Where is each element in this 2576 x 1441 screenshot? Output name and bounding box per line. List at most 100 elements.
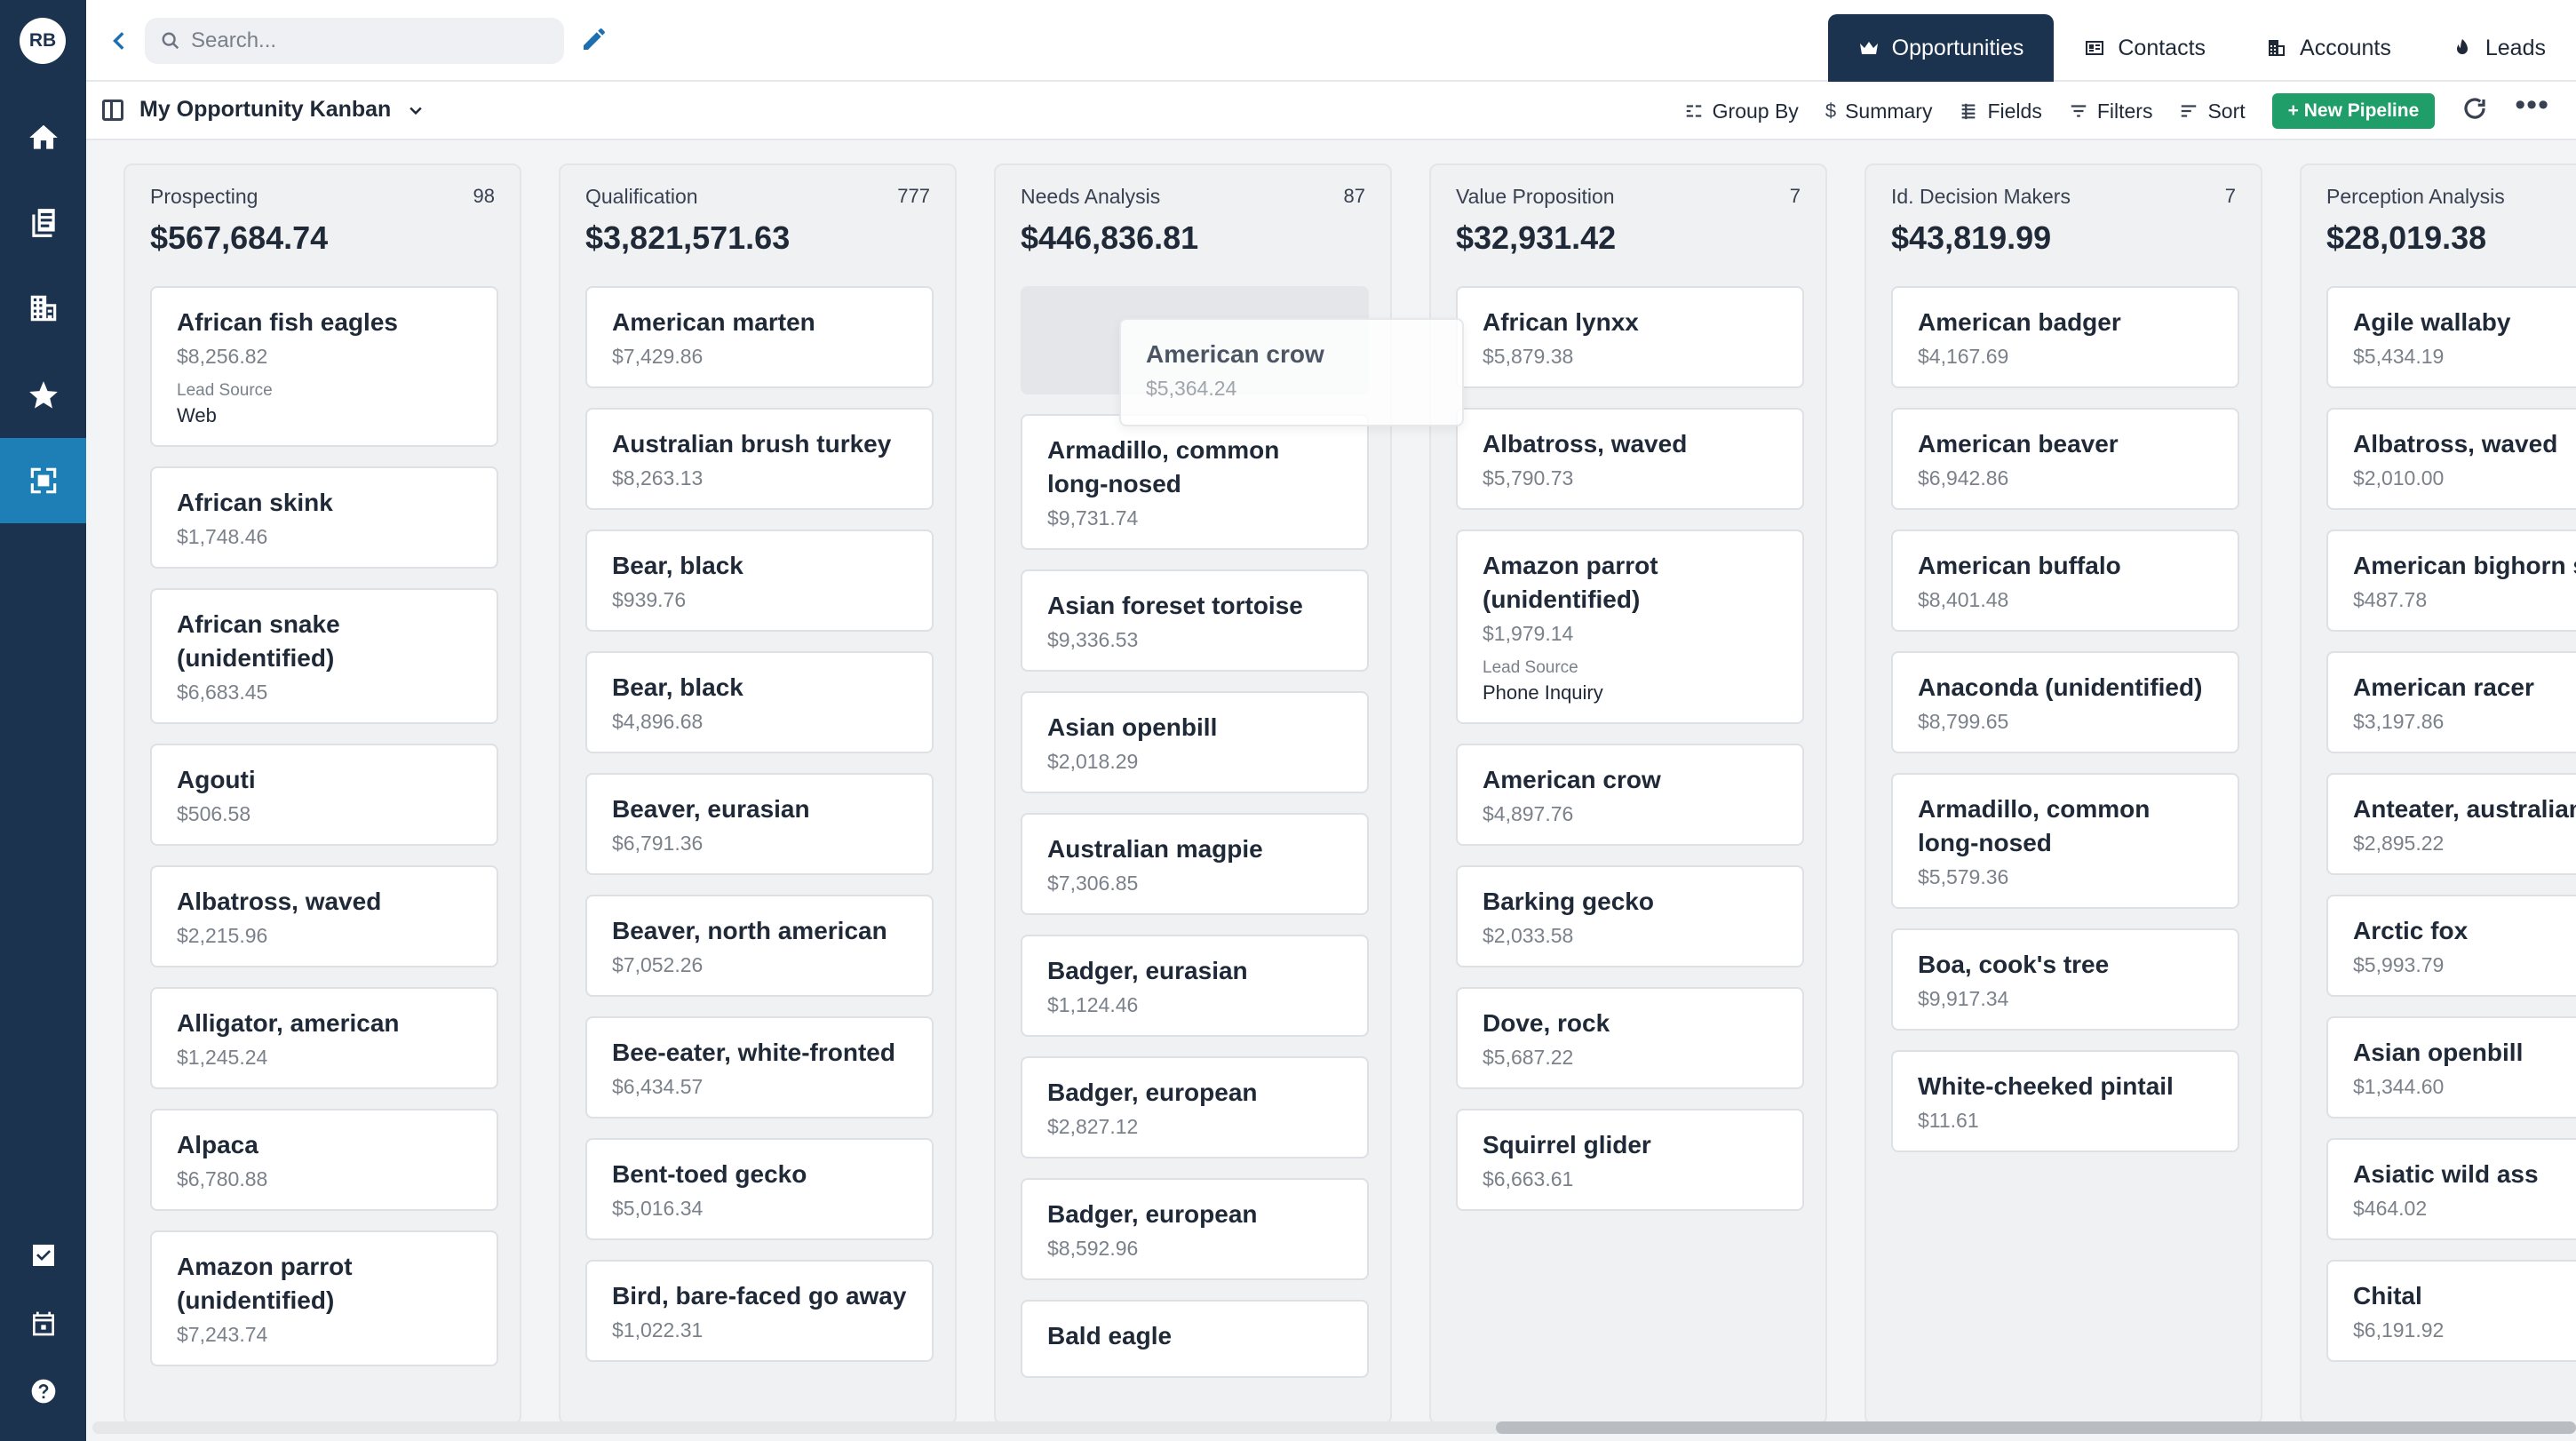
star-person-icon [28, 381, 58, 409]
card-amount: $5,790.73 [1483, 466, 1574, 490]
opportunity-card[interactable]: American buffalo $8,401.48 [1891, 529, 2239, 632]
opportunity-card[interactable]: Chital $6,191.92 [2326, 1260, 2576, 1362]
search-icon [162, 32, 179, 50]
opportunity-card[interactable]: American beaver $6,942.86 [1891, 408, 2239, 510]
help-nav-item[interactable] [0, 1349, 86, 1434]
opportunity-card[interactable]: Barking gecko $2,033.58 [1456, 865, 1804, 967]
sort-button[interactable]: Sort [2179, 100, 2246, 123]
search-input[interactable] [191, 28, 529, 53]
group-by-button[interactable]: Group By [1684, 100, 1799, 123]
calendar-nav-item[interactable] [0, 1281, 86, 1366]
opportunity-card[interactable]: White-cheeked pintail $11.61 [1891, 1050, 2239, 1152]
tab-leads[interactable]: Leads [2421, 14, 2576, 82]
horizontal-scrollbar[interactable] [92, 1421, 2576, 1434]
opportunity-card[interactable]: Armadillo, common long-nosed $5,579.36 [1891, 773, 2239, 909]
card-amount: $5,579.36 [1918, 865, 2009, 888]
card-title: Australian brush turkey [612, 430, 892, 458]
column-count: 87 [1343, 185, 1365, 207]
opportunity-card[interactable]: Alpaca $6,780.88 [150, 1109, 498, 1211]
opportunity-card[interactable]: Dove, rock $5,687.22 [1456, 987, 1804, 1089]
opportunity-card[interactable]: Albatross, waved $2,010.00 [2326, 408, 2576, 510]
favorites-nav-item[interactable] [0, 353, 86, 438]
card-meta-value: Phone Inquiry [1483, 681, 1603, 704]
opportunity-card[interactable]: Anaconda (unidentified) $8,799.65 [1891, 651, 2239, 753]
opportunity-card[interactable]: Bear, black $4,896.68 [585, 651, 934, 753]
search-box[interactable] [145, 18, 564, 64]
more-options-icon[interactable]: ••• [2515, 88, 2549, 122]
opportunity-card[interactable]: Beaver, north american $7,052.26 [585, 895, 934, 997]
opportunity-card[interactable]: African skink $1,748.46 [150, 466, 498, 569]
opportunity-card[interactable]: Boa, cook's tree $9,917.34 [1891, 928, 2239, 1031]
opportunity-card[interactable]: Albatross, waved $2,215.96 [150, 865, 498, 967]
tab-accounts[interactable]: Accounts [2236, 14, 2421, 82]
opportunity-card[interactable]: Alligator, american $1,245.24 [150, 987, 498, 1089]
opportunity-card[interactable]: American badger $4,167.69 [1891, 286, 2239, 388]
opportunity-card[interactable]: African snake (unidentified) $6,683.45 [150, 588, 498, 724]
opportunity-card[interactable]: Badger, european $8,592.96 [1021, 1178, 1369, 1280]
opportunity-card[interactable]: Bent-toed gecko $5,016.34 [585, 1138, 934, 1240]
new-pipeline-button[interactable]: + New Pipeline [2271, 93, 2436, 129]
scrollbar-thumb[interactable] [1496, 1421, 2576, 1434]
opportunity-card[interactable]: Australian brush turkey $8,263.13 [585, 408, 934, 510]
opportunity-card[interactable]: American crow $4,897.76 [1456, 744, 1804, 846]
opportunity-card[interactable]: American racer $3,197.86 [2326, 651, 2576, 753]
opportunity-card[interactable]: Badger, eurasian $1,124.46 [1021, 935, 1369, 1037]
opportunity-card[interactable]: Bird, bare-faced go away $1,022.31 [585, 1260, 934, 1362]
group-icon [1686, 105, 1701, 117]
card-title: American beaver [1918, 430, 2119, 458]
column-count: 7 [1789, 185, 1801, 207]
opportunity-card[interactable]: American bighorn s $487.78 [2326, 529, 2576, 632]
dragging-card[interactable]: American crow $5,364.24 [1119, 318, 1464, 426]
opportunity-card[interactable]: Beaver, eurasian $6,791.36 [585, 773, 934, 875]
tab-opportunities[interactable]: Opportunities [1827, 14, 2055, 82]
opportunity-card[interactable]: Armadillo, common long-nosed $9,731.74 [1021, 414, 1369, 550]
opportunity-card[interactable]: Bee-eater, white-fronted $6,434.57 [585, 1016, 934, 1119]
tasks-nav-item[interactable] [0, 1213, 86, 1298]
back-button[interactable] [104, 25, 136, 57]
card-amount: $6,791.36 [612, 832, 704, 855]
refresh-button[interactable] [2461, 95, 2488, 127]
card-title: Armadillo, common long-nosed [1047, 436, 1280, 498]
card-amount: $5,879.38 [1483, 345, 1574, 368]
opportunity-card[interactable]: Australian magpie $7,306.85 [1021, 813, 1369, 915]
fields-button[interactable]: Fields [1959, 100, 2042, 123]
card-amount: $2,215.96 [177, 924, 268, 947]
opportunity-card[interactable]: Asian foreset tortoise $9,336.53 [1021, 569, 1369, 672]
records-nav-item[interactable] [0, 180, 86, 266]
opportunity-card[interactable]: Anteater, australian $2,895.22 [2326, 773, 2576, 875]
avatar[interactable]: RB [20, 18, 66, 64]
card-title: American crow [1483, 766, 1661, 793]
kanban-nav-item[interactable] [0, 438, 86, 523]
column-header: Prospecting 98 $567,684.74 [150, 185, 495, 257]
card-title: Dove, rock [1483, 1009, 1610, 1037]
card-title: Australian magpie [1047, 835, 1263, 863]
opportunity-card[interactable]: Agouti $506.58 [150, 744, 498, 846]
opportunity-card[interactable]: Amazon parrot (unidentified) $7,243.74 [150, 1230, 498, 1366]
home-nav-item[interactable] [0, 95, 86, 180]
view-selector[interactable]: My Opportunity Kanban [102, 97, 425, 123]
opportunity-card[interactable]: Asian openbill $1,344.60 [2326, 1016, 2576, 1119]
pencil-icon [584, 28, 605, 50]
opportunity-card[interactable]: African fish eagles $8,256.82 Lead Source W… [150, 286, 498, 447]
tab-contacts[interactable]: Contacts [2054, 14, 2236, 82]
opportunity-card[interactable]: Albatross, waved $5,790.73 [1456, 408, 1804, 510]
opportunity-card[interactable]: Asiatic wild ass $464.02 [2326, 1138, 2576, 1240]
filters-button[interactable]: Filters [2069, 100, 2152, 123]
opportunity-card[interactable]: Agile wallaby $5,434.19 [2326, 286, 2576, 388]
opportunity-card[interactable]: Amazon parrot (unidentified) $1,979.14 Lea… [1456, 529, 1804, 724]
opportunity-card[interactable]: African lynxx $5,879.38 [1456, 286, 1804, 388]
kanban-column: Qualification 777 $3,821,571.63 American ma… [559, 163, 957, 1421]
opportunity-card[interactable]: Badger, european $2,827.12 [1021, 1056, 1369, 1158]
card-title: American buffalo [1918, 552, 2121, 579]
edit-button[interactable] [580, 25, 612, 57]
card-title: African snake (unidentified) [177, 610, 340, 672]
opportunity-card[interactable]: Bald eagle [1021, 1300, 1369, 1378]
accounts-nav-item[interactable] [0, 266, 86, 351]
opportunity-card[interactable]: Bear, black $939.76 [585, 529, 934, 632]
tab-label: Opportunities [1891, 35, 2024, 60]
opportunity-card[interactable]: Asian openbill $2,018.29 [1021, 691, 1369, 793]
summary-button[interactable]: $ Summary [1825, 100, 1933, 123]
opportunity-card[interactable]: Squirrel glider $6,663.61 [1456, 1109, 1804, 1211]
opportunity-card[interactable]: American marten $7,429.86 [585, 286, 934, 388]
opportunity-card[interactable]: Arctic fox $5,993.79 [2326, 895, 2576, 997]
